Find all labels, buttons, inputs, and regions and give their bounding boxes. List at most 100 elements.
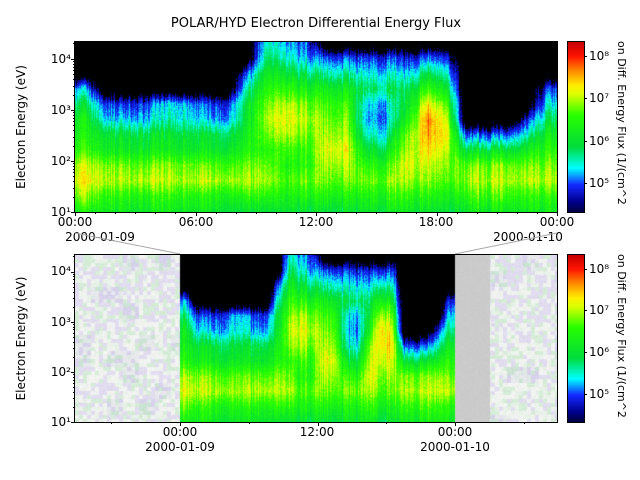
top-y-tick-label: 10²	[50, 154, 71, 168]
bottom-colorbar-canvas	[568, 255, 584, 422]
x-tick-mark	[73, 307, 75, 308]
x-tick-mark	[73, 70, 75, 71]
x-tick-mark	[71, 212, 75, 213]
x-tick-mark	[73, 181, 75, 182]
x-tick-mark	[73, 163, 75, 164]
bottom-x-tick-label: 12:00	[299, 425, 335, 439]
top-x-tick-label: 18:00	[418, 215, 454, 229]
y-tick-mark	[524, 422, 525, 424]
x-tick-mark	[73, 86, 75, 87]
x-tick-mark	[71, 422, 75, 423]
x-tick-mark	[584, 269, 587, 270]
top-colorbar-tick-label: 10⁶	[589, 134, 610, 148]
x-tick-mark	[73, 348, 75, 349]
x-tick-mark	[73, 166, 75, 167]
x-tick-mark	[584, 352, 587, 353]
bottom-y-tick-label: 10³	[50, 315, 71, 329]
x-tick-mark	[73, 398, 75, 399]
top-y-tick-label: 10³	[50, 103, 71, 117]
x-tick-mark	[71, 161, 75, 162]
y-tick-mark	[517, 212, 518, 214]
x-tick-mark	[73, 137, 75, 138]
y-tick-mark	[111, 422, 112, 424]
x-tick-mark	[73, 279, 75, 280]
y-tick-mark	[135, 212, 136, 214]
y-tick-mark	[249, 422, 250, 424]
y-tick-mark	[276, 212, 277, 214]
y-tick-mark	[318, 422, 319, 426]
y-tick-mark	[316, 212, 317, 216]
x-tick-mark	[73, 329, 75, 330]
y-tick-mark	[477, 212, 478, 214]
y-tick-mark	[437, 212, 438, 216]
y-tick-mark	[455, 422, 456, 426]
y-tick-mark	[296, 212, 297, 214]
bottom-colorbar-tick-label: 10⁸	[589, 262, 610, 276]
y-tick-mark	[386, 422, 387, 424]
bottom-y-tick-label: 10¹	[50, 415, 71, 429]
x-tick-mark	[73, 357, 75, 358]
x-tick-mark	[73, 274, 75, 275]
y-tick-mark	[497, 212, 498, 214]
y-tick-mark	[457, 212, 458, 214]
y-tick-mark	[175, 212, 176, 214]
y-tick-mark	[396, 212, 397, 214]
top-x-tick-label: 12:00	[298, 215, 334, 229]
top-colorbar-axis-label: on Diff. Energy Flux (1/(cm^2	[615, 41, 628, 205]
x-tick-mark	[73, 146, 75, 147]
x-tick-mark	[584, 394, 587, 395]
bottom-y-axis-label: Electron Energy (eV)	[14, 276, 28, 401]
bottom-colorbar-axis-label: on Diff. Energy Flux (1/(cm^2	[615, 254, 628, 418]
x-tick-mark	[73, 324, 75, 325]
x-tick-mark	[73, 298, 75, 299]
x-tick-mark	[73, 61, 75, 62]
x-tick-mark	[71, 322, 75, 323]
x-tick-mark	[584, 98, 587, 99]
x-tick-mark	[73, 327, 75, 328]
top-colorbar-canvas	[568, 42, 584, 212]
y-tick-mark	[196, 212, 197, 216]
y-tick-mark	[336, 212, 337, 214]
bottom-x-tick-label: 00:00	[162, 425, 198, 439]
bottom-spectrogram-canvas	[75, 255, 557, 422]
x-tick-mark	[73, 121, 75, 122]
x-tick-mark	[73, 64, 75, 65]
x-tick-mark	[73, 172, 75, 173]
x-tick-mark	[73, 337, 75, 338]
top-y-axis-label: Electron Energy (eV)	[14, 65, 28, 189]
x-tick-mark	[73, 118, 75, 119]
x-tick-mark	[73, 387, 75, 388]
top-colorbar-tick-label: 10⁸	[589, 49, 610, 63]
top-y-tick-label: 10¹	[50, 205, 71, 219]
x-tick-mark	[73, 43, 75, 44]
top-date-label-right: 2000-01-10	[493, 230, 563, 244]
top-colorbar-tick-label: 10⁵	[589, 176, 610, 190]
x-tick-mark	[73, 256, 75, 257]
x-tick-mark	[73, 79, 75, 80]
page-title: POLAR/HYD Electron Differential Energy F…	[170, 16, 462, 31]
x-tick-mark	[73, 342, 75, 343]
y-tick-mark	[416, 212, 417, 214]
bottom-colorbar-tick-label: 10⁷	[589, 303, 610, 317]
x-tick-mark	[73, 67, 75, 68]
y-tick-mark	[216, 212, 217, 214]
x-tick-mark	[71, 59, 75, 60]
x-tick-mark	[73, 283, 75, 284]
bottom-colorbar-tick-label: 10⁵	[589, 387, 610, 401]
x-tick-mark	[73, 112, 75, 113]
bottom-y-tick-label: 10⁴	[50, 264, 71, 278]
x-tick-mark	[73, 392, 75, 393]
y-tick-mark	[236, 212, 237, 214]
bottom-date-label-left: 2000-01-09	[145, 440, 215, 454]
x-tick-mark	[73, 276, 75, 277]
top-x-tick-label: 00:00	[539, 215, 575, 229]
x-tick-mark	[73, 407, 75, 408]
top-date-label-left: 2000-01-09	[65, 230, 135, 244]
x-tick-mark	[73, 115, 75, 116]
x-tick-mark	[73, 197, 75, 198]
x-tick-mark	[73, 383, 75, 384]
top-x-tick-label: 00:00	[57, 215, 93, 229]
y-tick-mark	[155, 212, 156, 214]
top-x-tick-label: 06:00	[178, 215, 214, 229]
